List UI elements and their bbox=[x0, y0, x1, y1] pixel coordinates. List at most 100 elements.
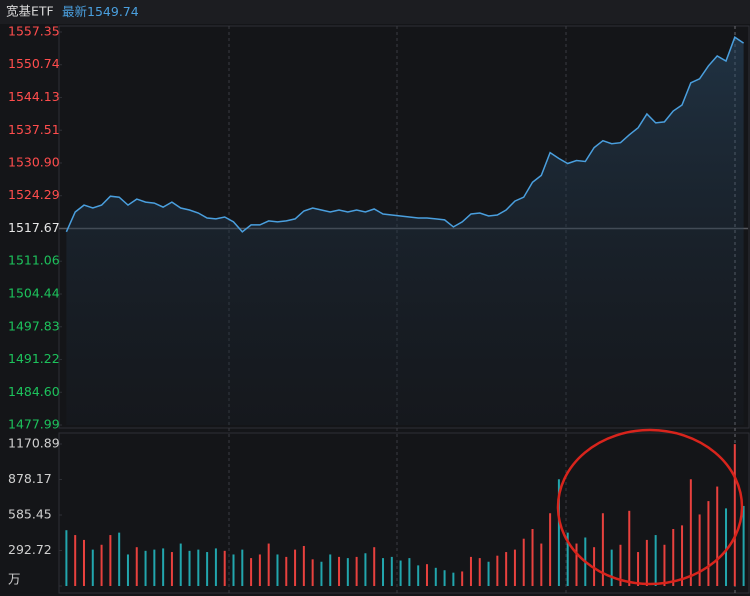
volume-bar bbox=[654, 535, 657, 586]
volume-bar bbox=[425, 564, 428, 586]
y-tick-label: 585.45 bbox=[8, 506, 52, 521]
volume-bar bbox=[338, 556, 341, 586]
volume-bar bbox=[223, 550, 226, 586]
volume-bar bbox=[258, 554, 261, 586]
volume-bar bbox=[267, 543, 270, 586]
y-tick-label: 1477.99 bbox=[8, 417, 60, 432]
y-tick-label: 1530.90 bbox=[8, 154, 60, 169]
volume-bar bbox=[707, 501, 710, 586]
volume-bar bbox=[452, 572, 455, 586]
volume-bar bbox=[153, 549, 156, 586]
volume-bar bbox=[417, 565, 420, 586]
volume-bar bbox=[487, 561, 490, 586]
y-tick-label: 1511.06 bbox=[8, 253, 60, 268]
volume-bar bbox=[364, 553, 367, 586]
volume-bar bbox=[531, 529, 534, 586]
volume-bar bbox=[601, 513, 604, 586]
volume-bar bbox=[206, 552, 209, 586]
volume-bar bbox=[461, 571, 464, 586]
y-tick-label: 1524.29 bbox=[8, 187, 60, 202]
volume-bar bbox=[188, 550, 191, 586]
volume-bar bbox=[478, 558, 481, 586]
volume-bar bbox=[91, 549, 94, 586]
volume-bar bbox=[557, 479, 560, 586]
volume-bar bbox=[232, 554, 235, 586]
y-tick-label: 1170.89 bbox=[8, 436, 60, 451]
y-tick-label: 万 bbox=[8, 572, 21, 587]
y-tick-label: 1484.60 bbox=[8, 384, 60, 399]
volume-bar bbox=[250, 558, 253, 586]
volume-bar bbox=[302, 545, 305, 586]
latest-price: 最新1549.74 bbox=[62, 4, 139, 19]
y-tick-label: 878.17 bbox=[8, 471, 52, 486]
volume-bar bbox=[399, 560, 402, 586]
volume-bar bbox=[197, 549, 200, 586]
volume-bar bbox=[311, 559, 314, 586]
volume-bar bbox=[162, 548, 165, 586]
volume-bar bbox=[382, 558, 385, 586]
volume-bar bbox=[294, 549, 297, 586]
volume-bar bbox=[496, 555, 499, 586]
volume-bar bbox=[434, 567, 437, 586]
y-tick-label: 1504.44 bbox=[8, 286, 60, 301]
volume-bar bbox=[681, 525, 684, 586]
volume-bar bbox=[716, 486, 719, 586]
price-line bbox=[65, 36, 745, 233]
volume-bar bbox=[329, 554, 332, 586]
volume-bar bbox=[540, 543, 543, 586]
volume-bar bbox=[469, 556, 472, 586]
volume-bar bbox=[742, 505, 745, 586]
y-tick-label: 1537.51 bbox=[8, 122, 60, 137]
y-tick-label: 1544.13 bbox=[8, 89, 60, 104]
volume-bar bbox=[522, 538, 525, 586]
volume-bar bbox=[118, 532, 121, 586]
volume-bar bbox=[566, 532, 569, 586]
volume-bar bbox=[170, 552, 173, 586]
volume-bar bbox=[65, 530, 68, 586]
volume-bar bbox=[241, 549, 244, 586]
volume-bar bbox=[82, 539, 85, 586]
volume-bar bbox=[144, 550, 147, 586]
volume-bar bbox=[619, 544, 622, 586]
y-tick-label: 1491.22 bbox=[8, 351, 60, 366]
volume-bar bbox=[610, 549, 613, 586]
latest-label: 最新 bbox=[62, 4, 87, 19]
volume-bar bbox=[689, 479, 692, 586]
volume-bar bbox=[214, 548, 217, 586]
price-area bbox=[66, 37, 744, 425]
header-bar bbox=[0, 0, 750, 24]
volume-bar bbox=[100, 544, 103, 586]
volume-bar bbox=[637, 552, 640, 586]
volume-bar bbox=[74, 535, 77, 586]
y-tick-label: 292.72 bbox=[8, 542, 52, 557]
volume-bar bbox=[663, 544, 666, 586]
volume-bar bbox=[513, 549, 516, 586]
highlight-circle bbox=[556, 428, 744, 586]
volume-bar bbox=[320, 561, 323, 586]
volume-bar bbox=[628, 510, 631, 586]
volume-bar bbox=[408, 558, 411, 586]
volume-bar bbox=[575, 543, 578, 586]
volume-bar bbox=[355, 556, 358, 586]
volume-bar bbox=[285, 556, 288, 586]
volume-bar bbox=[698, 514, 701, 586]
volume-bar bbox=[645, 539, 648, 586]
latest-value: 1549.74 bbox=[87, 4, 139, 19]
volume-bar bbox=[390, 556, 393, 586]
y-tick-label: 1550.74 bbox=[8, 56, 60, 71]
volume-bar bbox=[135, 547, 138, 586]
header-title: 宽基ETF bbox=[6, 4, 54, 19]
volume-bar bbox=[733, 444, 736, 586]
volume-bar bbox=[373, 547, 376, 586]
y-tick-label: 1557.35 bbox=[8, 24, 60, 39]
volume-bar bbox=[276, 554, 279, 586]
volume-bar bbox=[593, 547, 596, 586]
volume-bar bbox=[443, 570, 446, 586]
volume-bar bbox=[346, 558, 349, 586]
volume-panel bbox=[58, 432, 750, 594]
volume-bar bbox=[549, 513, 552, 586]
price-panel bbox=[58, 25, 750, 429]
volume-bar bbox=[672, 529, 675, 586]
